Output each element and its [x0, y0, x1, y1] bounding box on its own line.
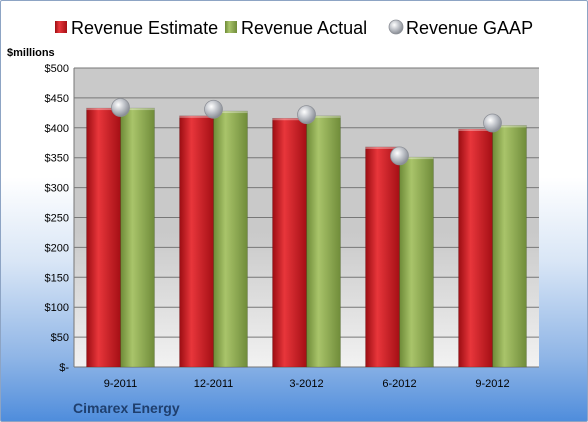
x-axis-ticks: 9-2011 12-2011 3-2012 6-2012 9-2012	[104, 378, 510, 390]
bar-cap	[492, 125, 527, 128]
y-tick-label: $100	[45, 302, 69, 314]
company-name: Cimarex Energy	[73, 400, 180, 416]
x-tick-label: 3-2012	[289, 378, 323, 390]
marker-revenue-gaap	[390, 146, 409, 166]
y-tick-label: $50	[51, 332, 69, 344]
bar-revenue-actual	[492, 125, 527, 368]
y-tick-label: $-	[59, 362, 69, 374]
bars	[86, 107, 527, 368]
legend-swatch	[55, 21, 67, 33]
bar-revenue-actual	[399, 156, 434, 368]
bar-cap	[458, 128, 493, 131]
bar-cap	[213, 111, 248, 114]
x-tick-label: 12-2011	[194, 378, 234, 390]
bar-cap	[179, 115, 214, 118]
y-tick-label: $150	[45, 272, 69, 284]
marker-revenue-gaap	[111, 98, 130, 117]
y-tick-label: $350	[45, 153, 69, 165]
y-tick-label: $450	[45, 93, 69, 105]
bar-cap	[306, 115, 341, 118]
legend-swatch	[225, 21, 237, 33]
bar-revenue-estimate	[365, 146, 400, 368]
legend-label: Revenue Actual	[241, 18, 367, 38]
bar-cap	[120, 108, 155, 111]
x-tick-label: 9-2012	[475, 378, 509, 390]
bar-cap	[86, 108, 121, 111]
legend-swatch	[388, 19, 404, 35]
bar-revenue-estimate	[179, 115, 214, 368]
y-tick-label: $250	[45, 213, 69, 225]
legend: Revenue Estimate Revenue Actual Revenue GA…	[55, 18, 533, 38]
legend-label: Revenue GAAP	[406, 18, 533, 38]
y-unit-label: $millions	[7, 47, 55, 59]
bar-cap	[365, 146, 400, 149]
y-tick-label: $200	[45, 242, 69, 254]
y-tick-label: $400	[45, 123, 69, 135]
y-axis-ticks: $- $50 $100 $150 $200 $250 $300 $350 $400 $450 $50…	[45, 63, 70, 374]
y-tick-label: $500	[45, 63, 69, 75]
x-tick-label: 6-2012	[382, 378, 416, 390]
bar-revenue-estimate	[272, 117, 307, 368]
x-tick-label: 9-2011	[104, 378, 137, 390]
legend-label: Revenue Estimate	[71, 18, 218, 38]
marker-revenue-gaap	[483, 113, 502, 133]
marker-revenue-gaap	[297, 105, 316, 125]
y-tick-label: $300	[45, 183, 69, 195]
bar-revenue-actual	[306, 115, 341, 368]
bar-cap	[272, 118, 307, 121]
bar-revenue-actual	[213, 110, 248, 368]
bar-revenue-estimate	[458, 128, 493, 368]
marker-revenue-gaap	[204, 99, 223, 119]
bar-cap	[399, 157, 434, 160]
gaap-markers	[111, 98, 502, 166]
bar-revenue-actual	[120, 107, 155, 368]
bar-revenue-estimate	[86, 107, 121, 368]
